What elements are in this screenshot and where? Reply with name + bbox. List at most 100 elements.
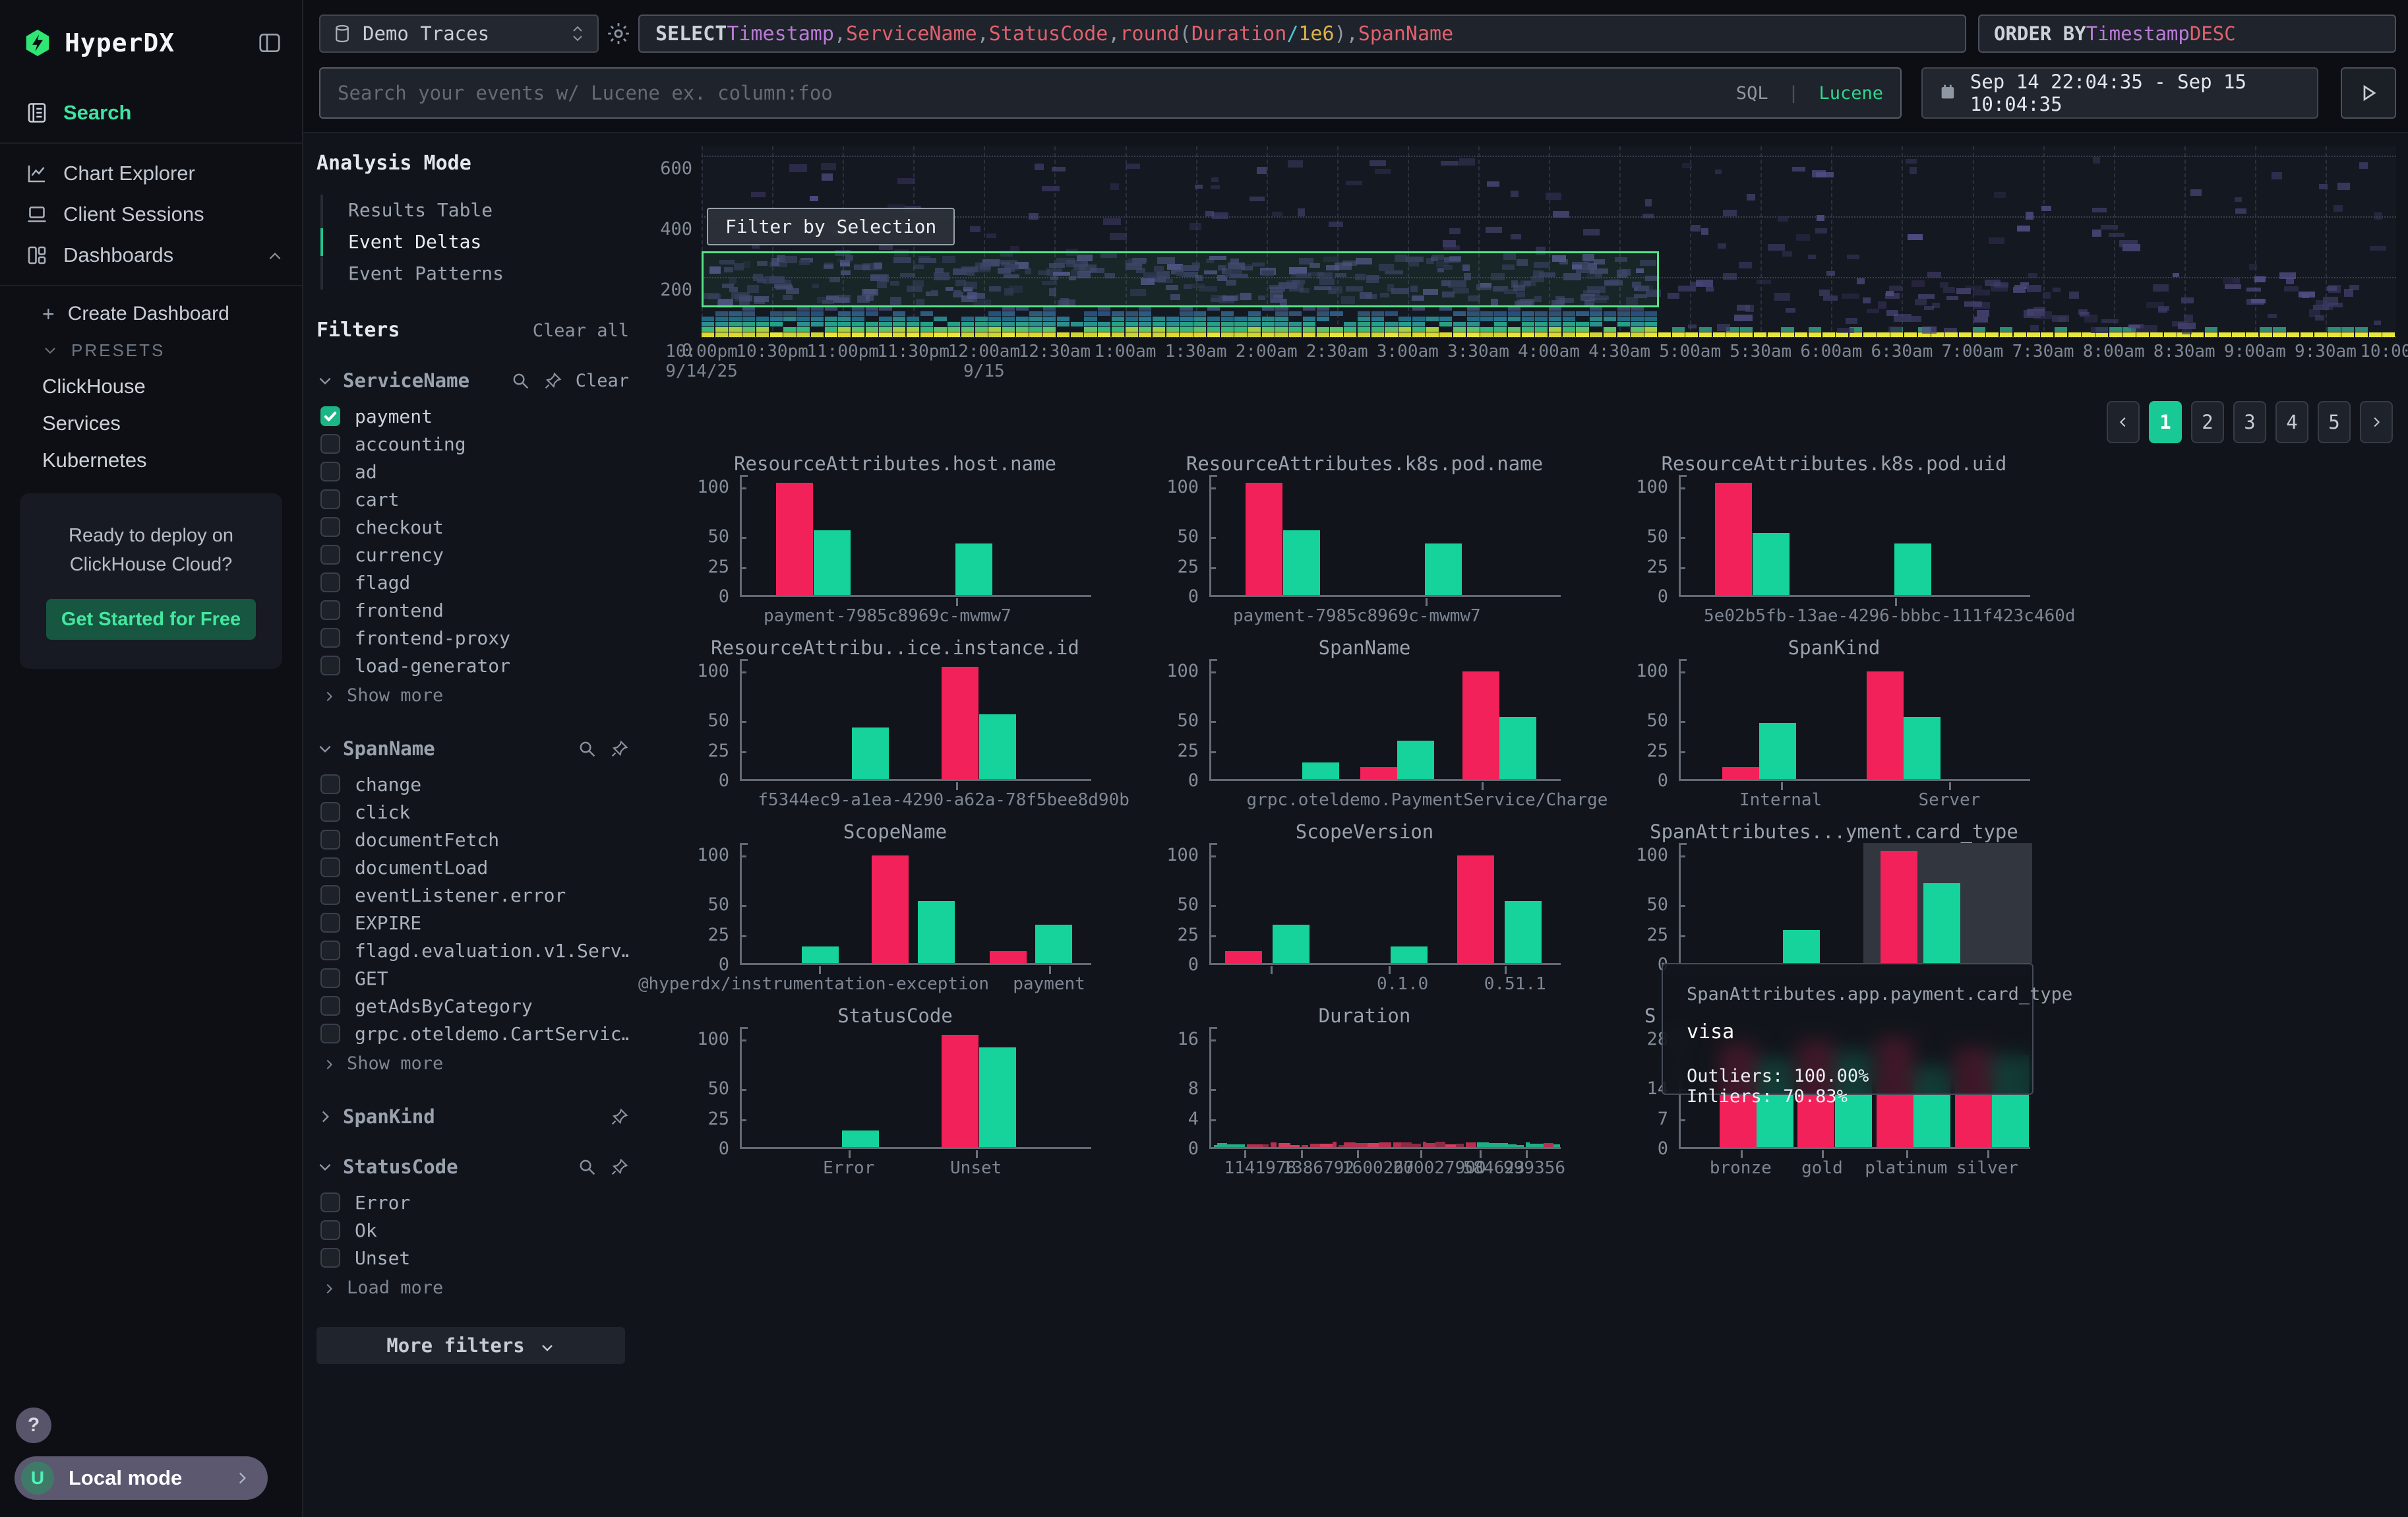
filter-checkbox-item[interactable]: documentLoad	[316, 853, 629, 881]
selection-rectangle[interactable]	[702, 251, 1659, 307]
source-select[interactable]: Demo Traces	[319, 15, 599, 53]
page-button-3[interactable]: 3	[2233, 401, 2266, 443]
checkbox[interactable]	[320, 600, 340, 620]
chart-plot[interactable]	[1679, 659, 2030, 781]
delta-bar-outlier[interactable]	[776, 483, 813, 595]
delta-bar-outlier[interactable]	[1246, 483, 1282, 595]
delta-bar-inlier[interactable]	[1505, 901, 1542, 963]
analysis-mode-results-table[interactable]: Results Table	[323, 195, 629, 226]
filter-checkbox-item[interactable]: click	[316, 798, 629, 826]
delta-bar-inlier[interactable]	[1923, 883, 1960, 963]
facet-header-SpanKind[interactable]: SpanKind	[316, 1105, 629, 1128]
delta-bar-outlier[interactable]	[990, 951, 1027, 963]
delta-bar-outlier[interactable]	[1881, 851, 1917, 963]
chart-plot[interactable]	[740, 475, 1091, 597]
delta-bar-inlier[interactable]	[979, 1047, 1016, 1147]
facet-show-more-button[interactable]: Show more	[316, 681, 629, 710]
filter-checkbox-item[interactable]: frontend-proxy	[316, 624, 629, 652]
delta-bar-outlier[interactable]	[942, 667, 978, 779]
search-icon[interactable]	[511, 371, 530, 390]
delta-bar-inlier[interactable]	[842, 1130, 879, 1147]
checkbox[interactable]	[320, 774, 340, 794]
filter-checkbox-item[interactable]: GET	[316, 964, 629, 992]
help-button[interactable]: ?	[16, 1408, 51, 1443]
filter-checkbox-item[interactable]: accounting	[316, 430, 629, 458]
checkbox[interactable]	[320, 968, 340, 988]
delta-bar-inlier[interactable]	[852, 728, 889, 779]
delta-bar-inlier[interactable]	[1783, 930, 1820, 963]
delta-bar-inlier[interactable]	[1302, 762, 1339, 779]
filter-checkbox-item[interactable]: grpc.oteldemo.CartServic…	[316, 1020, 629, 1047]
run-query-button[interactable]	[2341, 67, 2396, 119]
source-settings-button[interactable]	[599, 21, 638, 46]
checkbox[interactable]	[320, 913, 340, 933]
delta-bar-outlier[interactable]	[1722, 767, 1759, 779]
pin-icon[interactable]	[543, 371, 562, 390]
delta-bar-inlier[interactable]	[1273, 925, 1309, 963]
page-next-button[interactable]	[2360, 401, 2393, 443]
checkbox[interactable]	[320, 802, 340, 822]
chart-plot[interactable]	[1679, 475, 2030, 597]
clear-all-button[interactable]: Clear all	[533, 321, 629, 341]
page-button-1[interactable]: 1	[2149, 401, 2182, 443]
checkbox[interactable]	[320, 1192, 340, 1212]
checkbox[interactable]	[320, 857, 340, 877]
delta-bar-inlier[interactable]	[979, 714, 1016, 779]
delta-bar-inlier[interactable]	[955, 543, 992, 595]
chart-plot[interactable]	[1209, 475, 1561, 597]
checkbox[interactable]	[320, 941, 340, 960]
delta-bar-outlier[interactable]	[942, 1035, 978, 1147]
checkbox[interactable]	[320, 573, 340, 592]
pin-icon[interactable]	[610, 1107, 629, 1127]
checkbox[interactable]	[320, 1220, 340, 1240]
chart-plot[interactable]	[1679, 843, 2030, 965]
filter-checkbox-item[interactable]: ad	[316, 458, 629, 485]
delta-bar-inlier[interactable]	[1035, 925, 1072, 963]
preset-services[interactable]: Services	[0, 405, 302, 442]
filter-checkbox-item[interactable]: checkout	[316, 513, 629, 541]
facet-show-more-button[interactable]: Show more	[316, 1049, 629, 1078]
filter-checkbox-item[interactable]: payment	[316, 402, 629, 430]
delta-bar-inlier[interactable]	[1904, 717, 1941, 779]
checkbox[interactable]	[320, 628, 340, 648]
delta-bar-outlier[interactable]	[1360, 767, 1397, 779]
search-icon[interactable]	[578, 1158, 597, 1177]
facet-header-SpanName[interactable]: SpanName	[316, 737, 629, 760]
facet-clear-button[interactable]: Clear	[576, 371, 629, 391]
filter-checkbox-item[interactable]: frontend	[316, 596, 629, 624]
checkbox-checked[interactable]	[320, 406, 340, 426]
delta-bar-inlier[interactable]	[1397, 741, 1434, 779]
checkbox[interactable]	[320, 517, 340, 537]
more-filters-button[interactable]: More filters	[316, 1327, 625, 1364]
order-by-editor[interactable]: ORDER BY Timestamp DESC	[1978, 15, 2396, 53]
checkbox[interactable]	[320, 885, 340, 905]
delta-bar-inlier[interactable]	[1499, 717, 1536, 779]
chart-plot[interactable]	[1209, 1027, 1561, 1149]
preset-clickhouse[interactable]: ClickHouse	[0, 368, 302, 405]
delta-bar-inlier[interactable]	[1391, 946, 1428, 963]
chart-plot[interactable]	[740, 843, 1091, 965]
delta-bar-inlier[interactable]	[1759, 723, 1796, 779]
search-icon[interactable]	[578, 739, 597, 758]
chart-plot[interactable]	[740, 659, 1091, 781]
delta-bar-inlier[interactable]	[1283, 530, 1320, 595]
delta-bar-outlier[interactable]	[1462, 671, 1499, 779]
preset-kubernetes[interactable]: Kubernetes	[0, 442, 302, 479]
filter-checkbox-item[interactable]: flagd	[316, 569, 629, 596]
sidebar-item-chart-explorer[interactable]: Chart Explorer	[0, 153, 302, 194]
user-menu[interactable]: U Local mode	[15, 1456, 268, 1500]
chart-plot[interactable]	[740, 1027, 1091, 1149]
sql-toggle[interactable]: SQL	[1736, 83, 1768, 104]
chart-plot[interactable]	[1209, 659, 1561, 781]
checkbox[interactable]	[320, 830, 340, 850]
filter-checkbox-item[interactable]: flagd.evaluation.v1.Serv…	[316, 937, 629, 964]
checkbox[interactable]	[320, 489, 340, 509]
filter-checkbox-item[interactable]: documentFetch	[316, 826, 629, 853]
checkbox[interactable]	[320, 545, 340, 565]
page-button-2[interactable]: 2	[2191, 401, 2224, 443]
search-input[interactable]	[338, 82, 1736, 104]
chart-plot[interactable]	[1209, 843, 1561, 965]
analysis-mode-event-deltas[interactable]: Event Deltas	[323, 226, 629, 258]
lucene-toggle[interactable]: Lucene	[1819, 83, 1883, 104]
filter-checkbox-item[interactable]: Error	[316, 1189, 629, 1216]
